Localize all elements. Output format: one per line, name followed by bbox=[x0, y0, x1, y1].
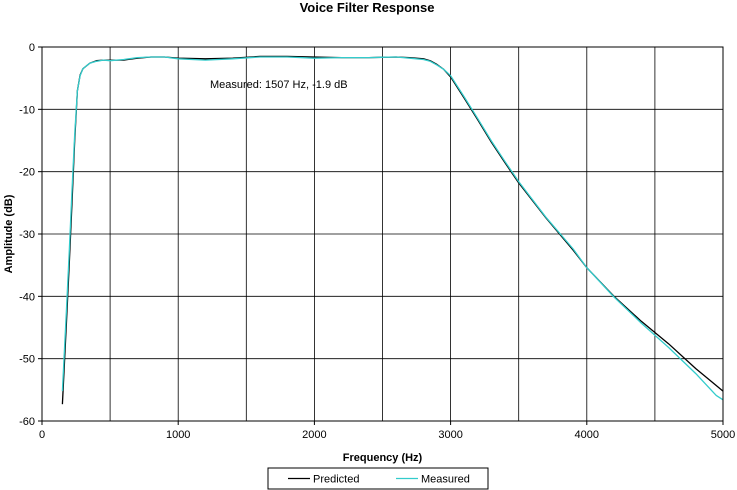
annotation-label: Measured: 1507 Hz, -1.9 dB bbox=[210, 79, 348, 91]
series-lines bbox=[61, 55, 724, 405]
x-tick-label: 5000 bbox=[711, 429, 735, 441]
chart-title: Voice Filter Response bbox=[300, 0, 435, 15]
x-tick-label: 3000 bbox=[438, 429, 462, 441]
tick-labels: 0 -10 -20 -30 -40 -50 -60 0 1000 2000 3000 4000 5000 bbox=[19, 42, 735, 441]
y-tick-label: -60 bbox=[19, 416, 35, 428]
y-axis-label: Amplitude (dB) bbox=[3, 194, 15, 273]
legend-label-predicted: Predicted bbox=[313, 474, 359, 486]
x-axis-label: Frequency (Hz) bbox=[343, 452, 423, 464]
x-tick-label: 2000 bbox=[302, 429, 326, 441]
legend-label-measured: Measured bbox=[421, 474, 470, 486]
y-tick-label: -30 bbox=[19, 229, 35, 241]
x-tick-label: 4000 bbox=[575, 429, 599, 441]
legend-box bbox=[267, 467, 489, 490]
x-tick-label: 0 bbox=[39, 429, 45, 441]
series-line-measured bbox=[61, 56, 724, 401]
y-tick-label: -40 bbox=[19, 291, 35, 303]
y-tick-label: -50 bbox=[19, 354, 35, 366]
x-tick-label: 1000 bbox=[166, 429, 190, 441]
y-tick-label: -20 bbox=[19, 167, 35, 179]
legend: Predicted Measured bbox=[267, 467, 489, 490]
y-tick-label: -10 bbox=[19, 104, 35, 116]
y-tick-label: 0 bbox=[29, 42, 35, 54]
